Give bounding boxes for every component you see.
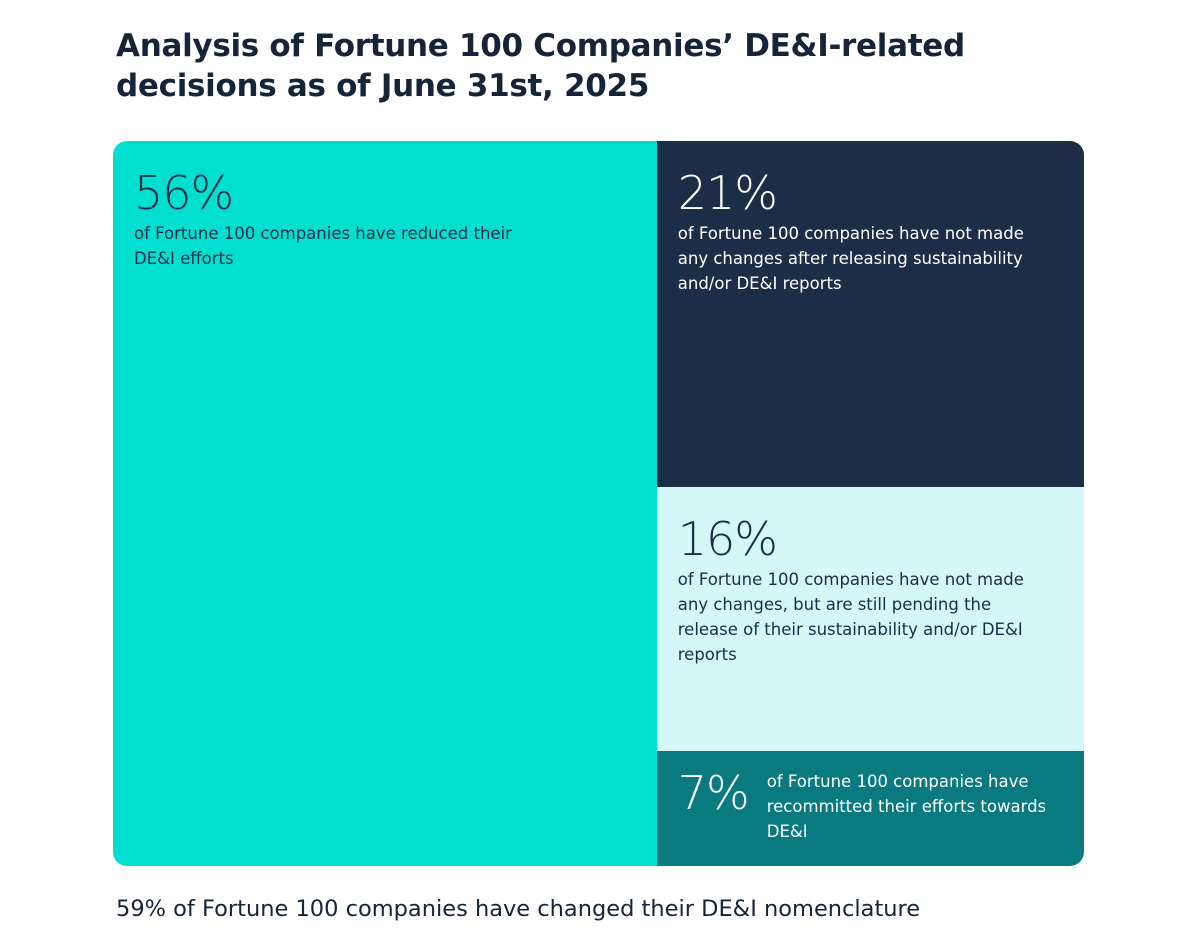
treemap: 56% of Fortune 100 companies have reduced… — [113, 141, 1084, 866]
treemap-cell: 16% of Fortune 100 companies have not mad… — [656, 487, 1084, 751]
chart-title: Analysis of Fortune 100 Companies’ DE&I-… — [116, 28, 965, 104]
cell-description: of Fortune 100 companies have not made a… — [677, 570, 1024, 665]
treemap-cell: 7% of Fortune 100 companies have recommit… — [656, 750, 1084, 866]
cell-description: of Fortune 100 companies have reduced th… — [134, 224, 512, 268]
value-label: 21% — [677, 166, 778, 220]
cell-description: of Fortune 100 companies have recommitte… — [766, 771, 1047, 841]
footnote: 59% of Fortune 100 companies have change… — [116, 896, 921, 922]
treemap-cell: 56% of Fortune 100 companies have reduced… — [113, 141, 657, 866]
value-label: 16% — [677, 512, 778, 567]
treemap-cell: 21% of Fortune 100 companies have not mad… — [656, 141, 1084, 488]
value-label: 56% — [134, 166, 234, 220]
cell-description: of Fortune 100 companies have not made a… — [677, 224, 1024, 293]
value-label: 7% — [677, 765, 750, 820]
